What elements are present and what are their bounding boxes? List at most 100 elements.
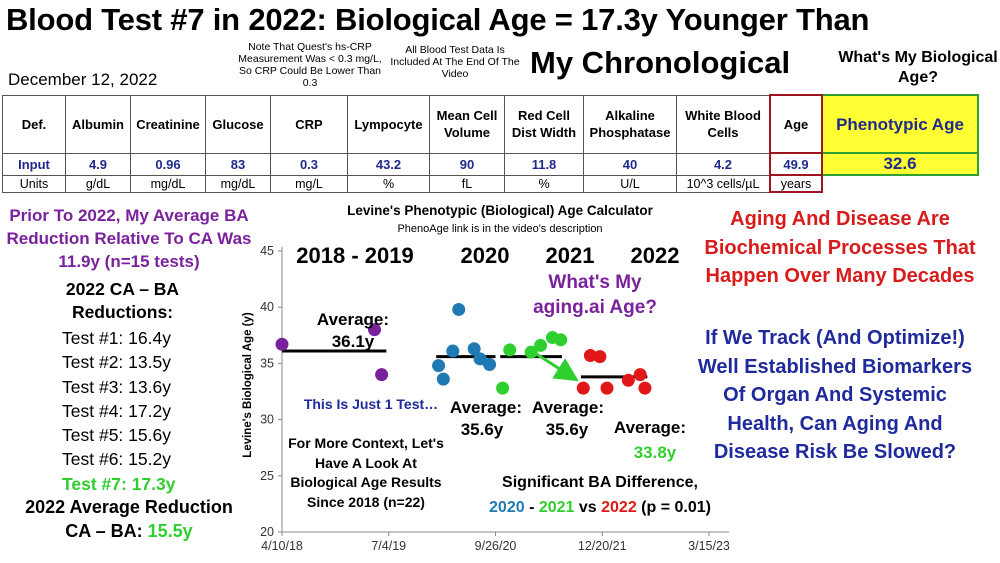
chart-subtitle: PhenoAge link is in the video's descript… — [397, 223, 602, 235]
phenotypic-age-value: 32.6 — [821, 152, 979, 176]
table-header: Mean Cell Volume — [429, 94, 505, 154]
aging-ai-note: What's My aging.ai Age? — [533, 272, 657, 318]
data-point — [633, 368, 647, 382]
y-tick-label: 35 — [260, 356, 274, 370]
x-tick-label: 7/4/19 — [371, 539, 406, 553]
significance-detail: 2020 - 2021 vs 2022 (p = 0.01) — [489, 499, 711, 516]
data-point — [452, 302, 466, 316]
table-header: Red Cell Dist Width — [504, 94, 584, 154]
aging-ai-note-box: What's My aging.ai Age? — [533, 272, 657, 318]
table-cell — [822, 175, 978, 192]
data-point — [368, 323, 382, 337]
table-cell: % — [347, 174, 430, 193]
significance-title: Significant BA Difference, — [502, 474, 698, 491]
table-cell: mg/L — [270, 174, 348, 193]
just-one-note: This Is Just 1 Test… — [303, 396, 439, 412]
average-word: Average: — [532, 398, 604, 417]
prior-average-note: Prior To 2022, My Average BA Reduction R… — [6, 206, 252, 271]
test-date: December 12, 2022 — [8, 70, 158, 89]
average-value: 35.6y — [461, 420, 504, 439]
sig-2020: 2020 — [489, 499, 525, 516]
average-value: 35.6y — [546, 420, 589, 439]
test-result: Test #5: 15.6y — [62, 425, 171, 446]
sig-vs: vs — [574, 499, 601, 516]
data-point — [576, 381, 590, 395]
x-tick-label: 4/10/18 — [261, 539, 303, 553]
x-tick-label: 12/20/21 — [578, 539, 627, 553]
reductions-title: 2022 CA – BA Reductions: — [65, 279, 180, 322]
bio-age-question: What's My Biological Age? — [838, 49, 998, 86]
just-one-note-box: This Is Just 1 Test… — [303, 396, 439, 412]
average-value: 33.8y — [634, 443, 677, 462]
main-title-line2: My Chronological — [530, 45, 791, 80]
data-point — [621, 373, 635, 387]
sig-2021: 2021 — [539, 499, 575, 516]
average-value: 36.1y — [332, 332, 375, 351]
data-point — [467, 342, 481, 356]
data-point — [583, 349, 597, 363]
main-title: Blood Test #7 in 2022: Biological Age = … — [6, 2, 870, 37]
average-reduction: CA – BA: 15.5y — [4, 521, 254, 542]
average-word: Average: — [450, 398, 522, 417]
table-header: White Blood Cells — [676, 94, 771, 154]
y-tick-label: 25 — [260, 469, 274, 483]
average-reduction-label: 2022 Average Reduction — [25, 497, 233, 517]
data-point — [638, 381, 652, 395]
data-point — [524, 345, 538, 359]
test-result: Test #2: 13.5y — [62, 352, 171, 373]
sig-p: (p = 0.01) — [637, 499, 711, 516]
x-tick-label: 3/15/23 — [688, 539, 730, 553]
table-cell: Units — [2, 174, 66, 193]
data-point — [473, 352, 487, 366]
sig-2022: 2022 — [601, 499, 637, 516]
test-result: Test #3: 13.6y — [62, 376, 171, 397]
table-header: Alkaline Phosphatase — [583, 94, 677, 154]
table-cell: 10^3 cells/µL — [676, 174, 771, 193]
biomarker-table: Def. Albumin Creatinine Glucose CRP Lymp… — [2, 94, 979, 193]
axis-layer: 20 25 30 35 40 45 4/10/18 7/4/19 9/26/20 12/20/21… — [260, 244, 730, 553]
data-point — [483, 358, 497, 372]
data-note: All Blood Test Data Is Included At The E… — [390, 44, 520, 80]
context-note: For More Context, Let's Have A Look At B… — [288, 435, 444, 510]
period-label: 2021 — [546, 243, 595, 268]
y-axis-label: Levine's Biological Age (y) — [242, 312, 254, 458]
data-point — [496, 381, 510, 395]
test-result: Test #1: 16.4y — [62, 328, 171, 348]
data-point — [446, 344, 460, 358]
data-point — [534, 338, 548, 352]
crp-note: Note That Quest's hs-CRP Measurement Was… — [238, 41, 382, 89]
data-point — [554, 333, 568, 347]
data-point — [375, 368, 389, 382]
data-point — [503, 343, 517, 357]
table-cell: fL — [429, 174, 505, 193]
data-point — [593, 350, 607, 364]
table-header: Glucose — [205, 94, 271, 154]
table-header: Def. — [2, 94, 66, 154]
y-tick-label: 40 — [260, 300, 274, 314]
table-cell: Input — [2, 152, 66, 176]
test-result: Test #6: 15.2y — [62, 449, 171, 470]
average-word: Average: — [614, 418, 686, 437]
table-header: Albumin — [65, 94, 131, 154]
data-point — [436, 372, 450, 386]
y-tick-label: 20 — [260, 525, 274, 539]
tracking-question: If We Track (And Optimize!) Well Establi… — [697, 327, 973, 463]
table-header: Creatinine — [130, 94, 206, 154]
x-tick-label: 9/26/20 — [475, 539, 517, 553]
average-reduction-prefix: CA – BA: — [65, 521, 148, 541]
period-label: 2022 — [631, 243, 680, 268]
table-cell: mg/dL — [130, 174, 206, 193]
average-reduction-value: 15.5y — [147, 521, 193, 541]
table-cell: mg/dL — [205, 174, 271, 193]
table-header: Age — [769, 94, 823, 154]
data-point — [600, 381, 614, 395]
table-header-row: Def. Albumin Creatinine Glucose CRP Lymp… — [2, 94, 979, 154]
test-list: Test #1: 16.4y Test #2: 13.5y Test #3: 1… — [62, 326, 176, 496]
table-header: Phenotypic Age — [821, 94, 979, 154]
data-point — [432, 359, 446, 373]
table-cell: years — [769, 174, 823, 193]
chart-title: Levine's Phenotypic (Biological) Age Cal… — [347, 203, 654, 218]
table-header: Lympocyte — [347, 94, 430, 154]
data-point — [275, 337, 289, 351]
table-cell: g/dL — [65, 174, 131, 193]
